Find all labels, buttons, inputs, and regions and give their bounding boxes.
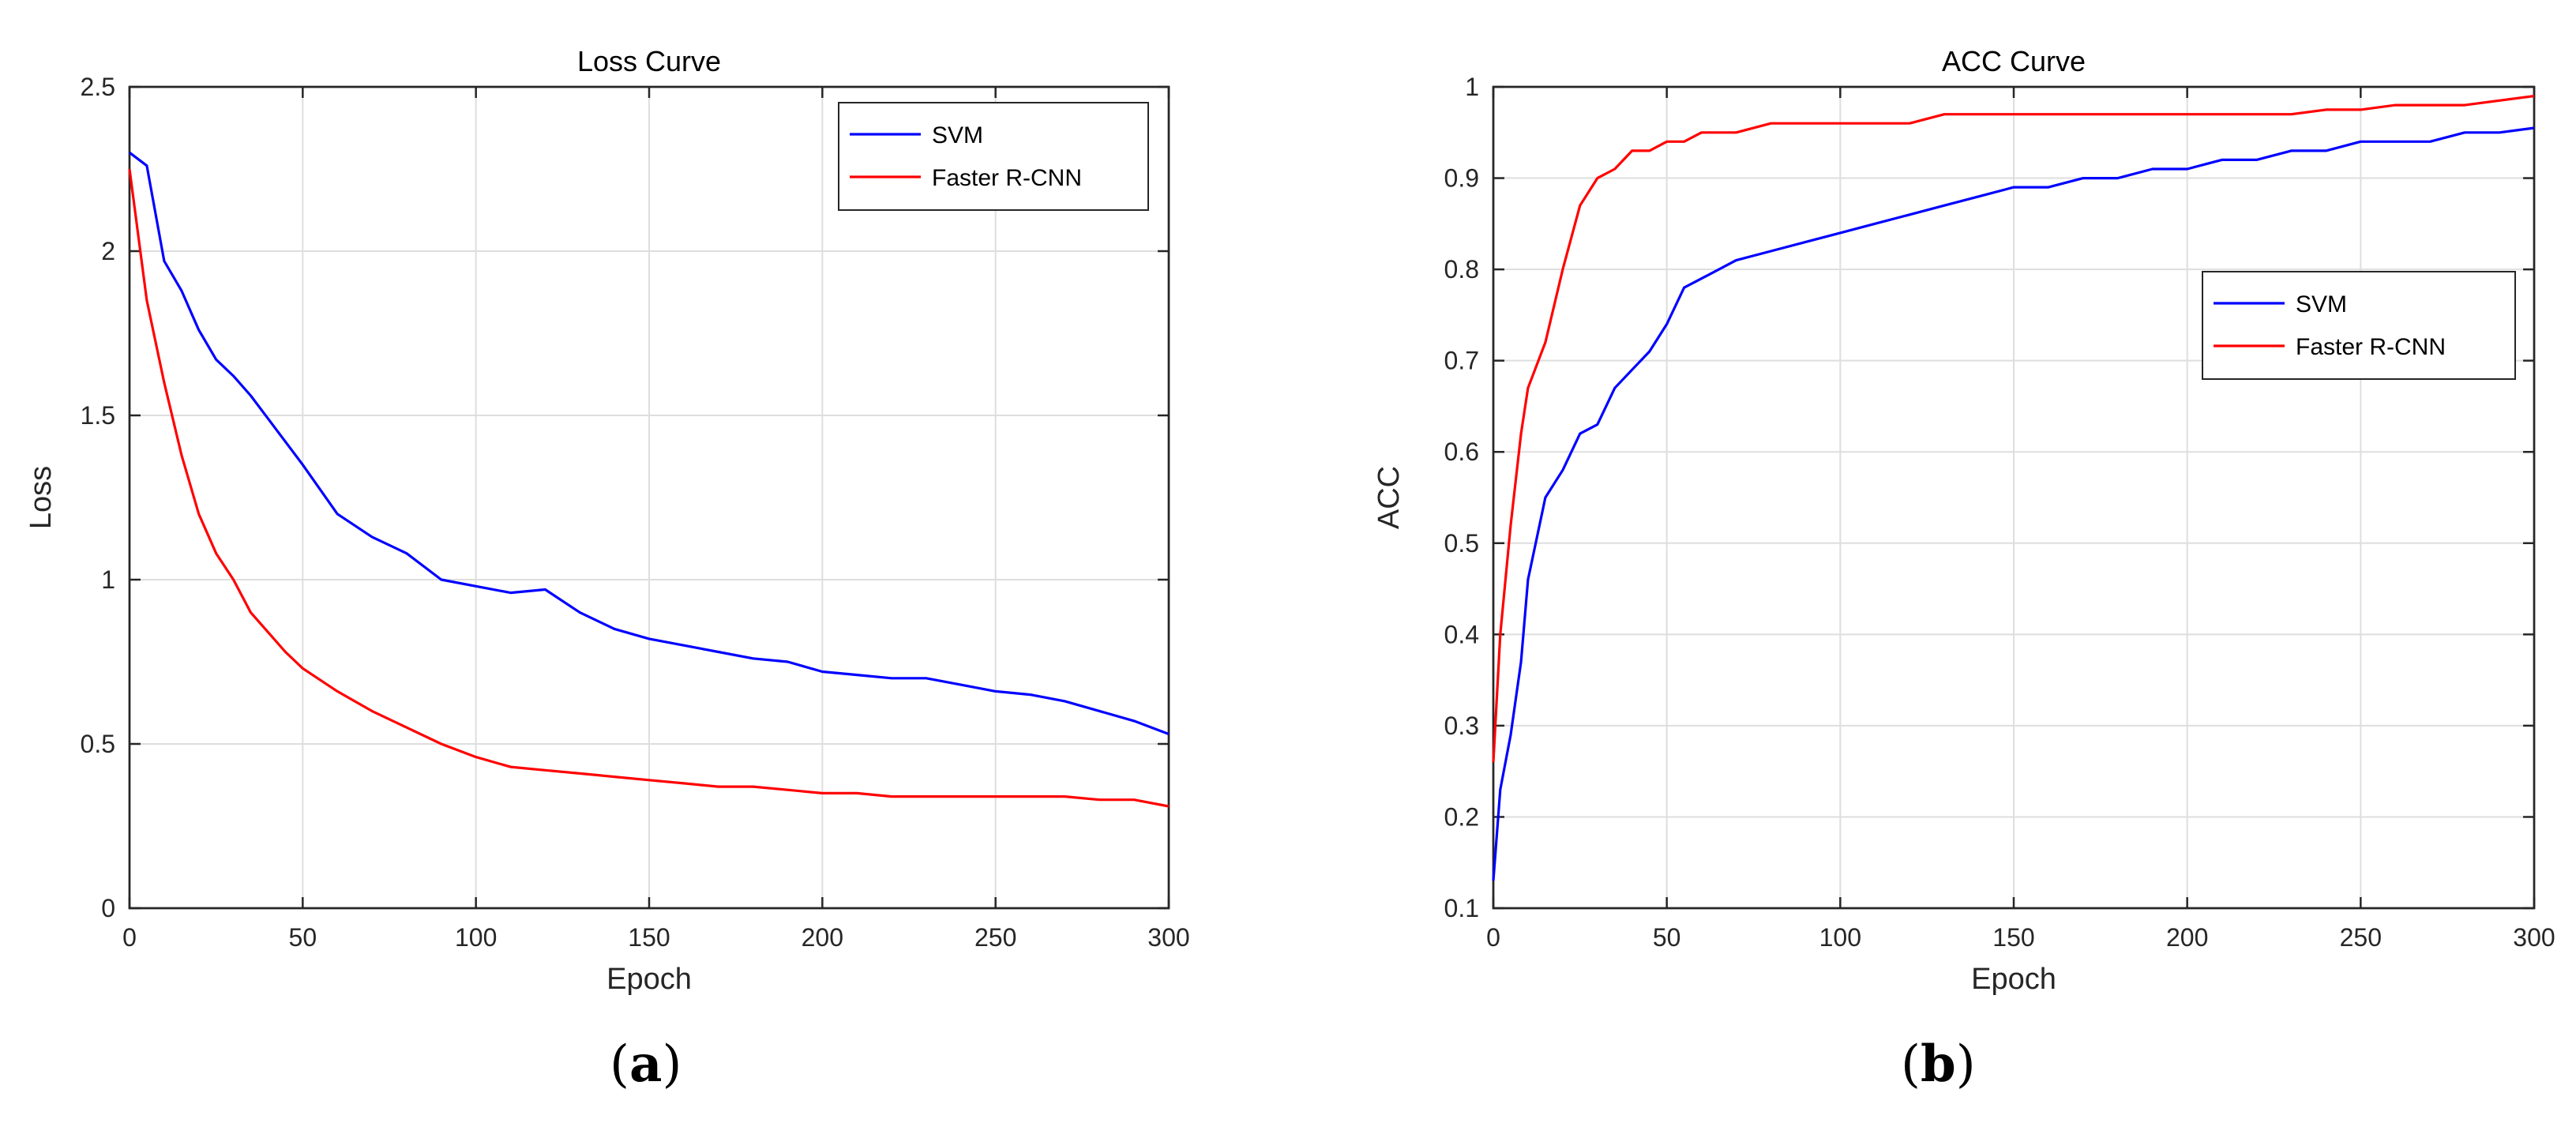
x-tick-label: 100 bbox=[1819, 923, 1861, 952]
legend-box bbox=[2202, 271, 2516, 380]
y-axis-label: Loss bbox=[24, 466, 58, 529]
x-tick-label: 150 bbox=[628, 923, 670, 952]
legend-entry: SVM bbox=[2296, 291, 2347, 317]
x-axis-label: Epoch bbox=[1971, 963, 2056, 996]
y-tick-label: 0 bbox=[101, 894, 115, 922]
x-tick-label: 300 bbox=[1147, 923, 1189, 952]
acc-curve-panel: 0 50 100 150 200 250 300 0.1 0.2 0.3 0.4 0.5 0.6 0.7 0… bbox=[1288, 0, 2576, 1138]
x-tick-label: 300 bbox=[2513, 923, 2555, 952]
y-tick-label: 0.7 bbox=[1444, 347, 1479, 375]
caption-a-letter: a bbox=[629, 1035, 663, 1094]
y-tick-label: 0.5 bbox=[1444, 529, 1479, 558]
caption-b-close: ) bbox=[1955, 1035, 1976, 1094]
legend-entry: SVM bbox=[932, 122, 983, 148]
y-tick-label: 1 bbox=[1465, 73, 1479, 101]
chart-title: Loss Curve bbox=[577, 45, 721, 77]
y-tick-label: 0.6 bbox=[1444, 438, 1479, 466]
caption-a-close: ) bbox=[662, 1035, 682, 1094]
x-tick-label: 0 bbox=[122, 923, 137, 952]
series-line-svm bbox=[129, 151, 1170, 735]
y-tick-label: 0.9 bbox=[1444, 164, 1479, 193]
x-tick-label: 50 bbox=[289, 923, 317, 952]
y-tick-label: 1 bbox=[101, 565, 115, 594]
legend-entry: Faster R-CNN bbox=[932, 165, 1082, 191]
y-tick-label: 0.1 bbox=[1444, 894, 1479, 922]
caption-a-open: ( bbox=[610, 1035, 629, 1094]
series-line-svm bbox=[1492, 126, 2535, 881]
x-tick-label: 250 bbox=[974, 923, 1016, 952]
x-tick-label: 100 bbox=[455, 923, 497, 952]
x-axis-label: Epoch bbox=[606, 963, 692, 996]
chart-title: ACC Curve bbox=[1942, 45, 2086, 77]
x-tick-label: 200 bbox=[2166, 923, 2208, 952]
x-tick-label: 0 bbox=[1486, 923, 1500, 952]
series-line-faster-r-cnn bbox=[128, 168, 1170, 808]
y-tick-label: 2 bbox=[101, 237, 115, 265]
y-tick-label: 0.8 bbox=[1444, 255, 1479, 284]
x-tick-label: 50 bbox=[1653, 923, 1681, 952]
legend-entry: Faster R-CNN bbox=[2296, 334, 2446, 360]
caption-b-open: ( bbox=[1901, 1035, 1921, 1094]
caption-b-letter: b bbox=[1920, 1035, 1956, 1094]
x-tick-label: 200 bbox=[802, 923, 843, 952]
loss-curve-panel: 0 50 100 150 200 250 300 0 0.5 1 1.5 2 2.5 Loss Curve… bbox=[24, 45, 1190, 1094]
acc-curve-chart: 0 50 100 150 200 250 300 0.1 0.2 0.3 0.4 0.5 0.6 0.7 0… bbox=[1372, 45, 2555, 996]
y-tick-label: 0.3 bbox=[1444, 712, 1479, 740]
x-tick-label: 250 bbox=[2340, 923, 2382, 952]
legend-box bbox=[838, 102, 1149, 211]
panel-a-caption: (a) bbox=[610, 1035, 682, 1094]
y-tick-label: 0.2 bbox=[1444, 802, 1479, 831]
panel-b-caption: (b) bbox=[1901, 1035, 1976, 1094]
loss-curve-chart: 0 50 100 150 200 250 300 0 0.5 1 1.5 2 2.5 Loss Curve… bbox=[24, 45, 1190, 996]
series-line-faster-r-cnn bbox=[1492, 95, 2535, 763]
y-axis-label: ACC bbox=[1372, 466, 1406, 529]
y-tick-label: 1.5 bbox=[81, 401, 115, 430]
plot-border bbox=[128, 85, 1170, 910]
y-tick-label: 2.5 bbox=[81, 73, 115, 101]
y-tick-label: 0.4 bbox=[1444, 620, 1479, 648]
x-tick-label: 150 bbox=[1992, 923, 2034, 952]
y-tick-label: 0.5 bbox=[81, 730, 115, 758]
plot-border bbox=[1492, 85, 2536, 910]
